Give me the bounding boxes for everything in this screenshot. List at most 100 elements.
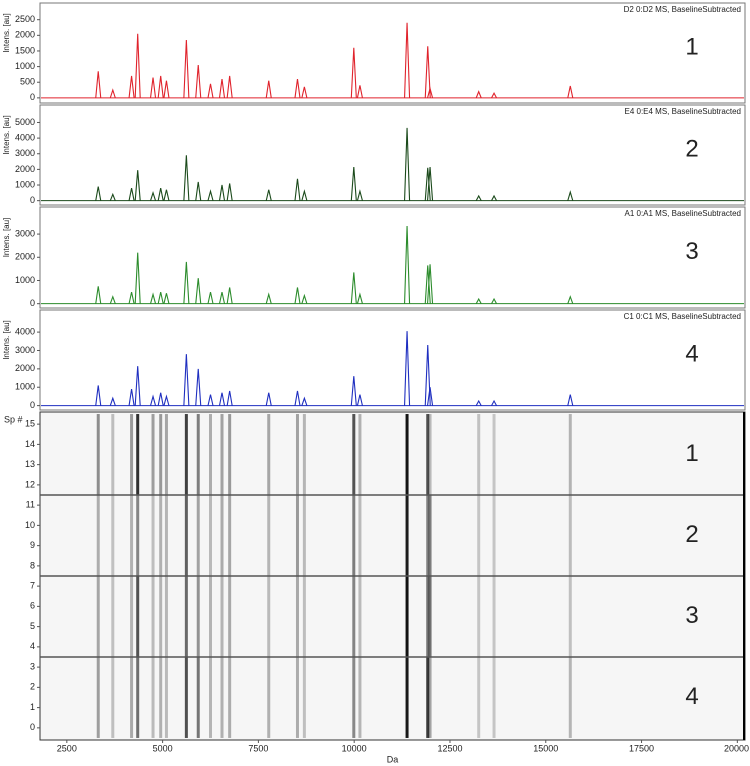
gel-band (196, 414, 200, 496)
gel-band (209, 656, 213, 738)
gel-band (295, 495, 299, 576)
x-tick-label: 12500 (437, 743, 462, 753)
gel-band (196, 656, 200, 738)
peak (134, 252, 141, 304)
y-tick-label: 1 (30, 702, 35, 712)
y-tick-label: 500 (20, 77, 35, 87)
y-tick-label: 2000 (15, 164, 35, 174)
gel-band (184, 576, 188, 657)
gel-band (352, 414, 356, 496)
x-tick-label: 5000 (153, 743, 173, 753)
spectrum-label: 4 (685, 340, 698, 367)
panel-title: E4 0:E4 MS, BaselineSubtracted (624, 107, 741, 116)
peak (207, 189, 214, 201)
gel-band (267, 495, 271, 576)
gel-band (405, 576, 409, 657)
x-tick-label: 7500 (248, 743, 268, 753)
y-axis-label: Intens. [au] (2, 13, 11, 53)
gel-band (184, 414, 188, 496)
y-tick-label: 1500 (15, 45, 35, 55)
gel-band (352, 495, 356, 576)
gel-band (302, 656, 306, 738)
gel-band (111, 576, 115, 657)
peak (183, 39, 190, 98)
gel-band (209, 495, 213, 576)
group-label: 4 (685, 683, 698, 710)
peak (163, 189, 170, 201)
peak (218, 79, 226, 98)
peak (567, 190, 574, 201)
gel-band (159, 414, 163, 496)
gel-band (477, 495, 481, 576)
peak (95, 385, 102, 406)
y-tick-label: 8 (30, 560, 35, 570)
y-tick-label: 12 (25, 479, 35, 489)
gel-band (492, 414, 496, 496)
y-tick-label: 7 (30, 580, 35, 590)
y-tick-label: 2000 (15, 30, 35, 40)
peak (424, 344, 431, 406)
gel-band (477, 576, 481, 657)
gel-band (568, 495, 572, 576)
gel-band (151, 576, 155, 657)
peak (404, 22, 411, 98)
peak (128, 388, 135, 406)
peak (226, 390, 233, 406)
y-tick-label: 0 (30, 722, 35, 732)
y-tick-label: 11 (26, 500, 35, 510)
gel-band (96, 576, 100, 657)
gel-band (405, 495, 409, 576)
gel-band (358, 656, 362, 738)
y-tick-label: 0 (30, 195, 35, 205)
gel-band (130, 576, 134, 657)
peak (475, 90, 482, 99)
gel-band (267, 576, 271, 657)
y-tick-label: 4000 (15, 326, 35, 336)
peak (427, 86, 434, 99)
peak (128, 188, 135, 201)
peak (350, 272, 357, 304)
gel-band (358, 576, 362, 657)
gel-band (267, 414, 271, 496)
peak (183, 155, 190, 201)
peak (157, 291, 164, 304)
y-tick-label: 2 (30, 682, 35, 692)
peak (294, 178, 301, 201)
peak (195, 368, 202, 406)
gel-band (196, 495, 200, 576)
y-axis-label: Intens. [au] (2, 218, 11, 258)
panel-title: A1 0:A1 MS, BaselineSubtracted (624, 209, 741, 218)
y-tick-label: 0 (30, 400, 35, 410)
peak (134, 33, 141, 98)
gel-band (111, 656, 115, 738)
gel-band (302, 576, 306, 657)
peak (265, 80, 272, 98)
peak (95, 186, 102, 201)
y-axis-label: Sp # (4, 414, 23, 424)
x-tick-label: 2500 (57, 743, 77, 753)
gel-band (295, 414, 299, 496)
peak (427, 264, 434, 304)
peak (157, 188, 164, 201)
gel-band (228, 414, 232, 496)
gel-band (184, 495, 188, 576)
gel-band (295, 656, 299, 738)
gel-band (358, 495, 362, 576)
group-label: 2 (685, 521, 698, 548)
peak (404, 127, 411, 201)
y-tick-label: 3000 (15, 228, 35, 238)
gel-band (151, 495, 155, 576)
gel-band (220, 495, 224, 576)
gel-band (352, 576, 356, 657)
y-tick-label: 4000 (15, 132, 35, 142)
peak (356, 394, 363, 406)
peak (356, 85, 363, 98)
y-tick-label: 1000 (15, 382, 35, 392)
y-tick-label: 2000 (15, 252, 35, 262)
peak (491, 297, 498, 304)
peak (109, 192, 116, 201)
gel-band (209, 414, 213, 496)
peak (475, 194, 482, 201)
gel-band (136, 414, 140, 496)
spectrum-label: 2 (685, 135, 698, 162)
